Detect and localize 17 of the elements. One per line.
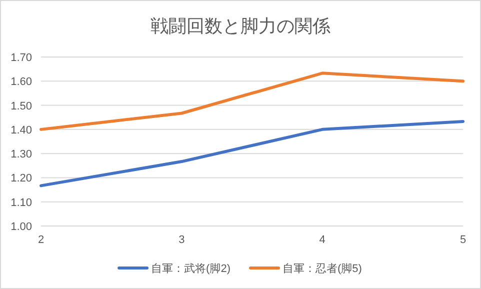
x-tick-label: 5	[460, 234, 466, 246]
y-tick-label: 1.30	[10, 148, 32, 161]
legend-label: 自軍：武将(脚2)	[151, 262, 230, 275]
x-tick-label: 3	[178, 234, 185, 246]
x-tick-label: 4	[319, 234, 326, 246]
y-tick-label: 1.40	[10, 124, 32, 136]
y-tick-label: 1.20	[10, 172, 32, 185]
y-tick-label: 1.50	[10, 100, 32, 112]
y-tick-label: 1.00	[10, 221, 32, 233]
line-series	[40, 120, 464, 188]
line-series	[40, 72, 464, 131]
chart-title: 戦闘回数と脚力の関係	[150, 16, 330, 36]
y-tick-label: 1.70	[10, 52, 32, 64]
legend-label: 自軍：忍者(脚5)	[282, 262, 362, 275]
y-tick-label: 1.60	[10, 76, 32, 88]
x-tick-label: 2	[38, 234, 44, 246]
y-tick-label: 1.10	[10, 196, 32, 209]
